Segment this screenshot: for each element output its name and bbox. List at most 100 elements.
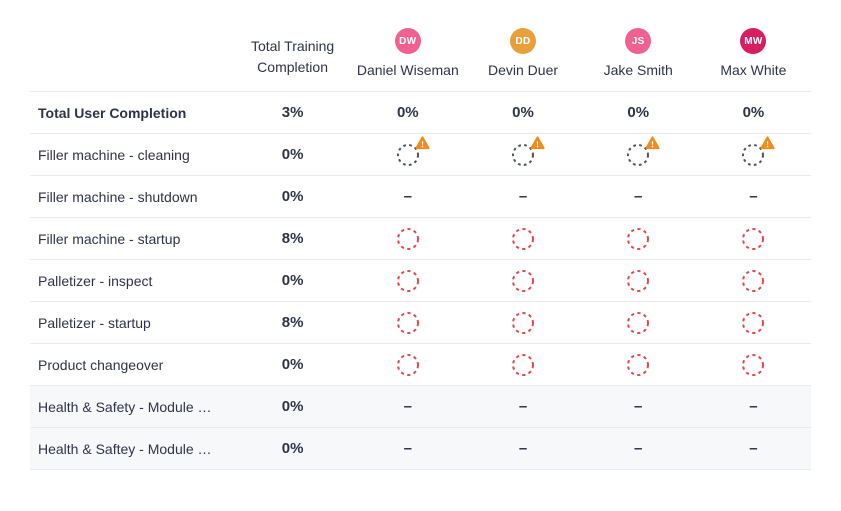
- status-cell: –: [465, 188, 580, 205]
- user-column-header[interactable]: JS Jake Smith: [581, 28, 696, 78]
- incomplete-status-icon[interactable]: [396, 353, 420, 377]
- total-completion-value: 0%: [281, 272, 304, 289]
- status-cell: –: [465, 398, 580, 415]
- total-training-completion-header: Total Training Completion: [235, 36, 350, 78]
- status-cell: [696, 269, 811, 293]
- not-assigned-dash: –: [749, 440, 758, 457]
- avatar: MW: [740, 28, 767, 54]
- not-assigned-dash: –: [518, 398, 528, 415]
- user-column-header[interactable]: DD Devin Duer: [465, 28, 580, 78]
- incomplete-status-icon[interactable]: [626, 353, 650, 377]
- status-cell: 0%: [581, 104, 696, 121]
- total-completion-value: 8%: [281, 230, 304, 247]
- incomplete-status-icon[interactable]: [626, 269, 650, 293]
- course-label: Health & Safety - Module …: [38, 398, 212, 415]
- user-column-header[interactable]: MW Max White: [696, 28, 811, 78]
- user-column-header[interactable]: DW Daniel Wiseman: [350, 28, 465, 78]
- status-cell: [350, 269, 465, 293]
- overdue-status-icon[interactable]: [741, 135, 776, 167]
- total-completion-value: 3%: [281, 104, 304, 121]
- user-name: Devin Duer: [487, 62, 559, 78]
- total-completion-value: 0%: [281, 146, 304, 163]
- incomplete-status-icon[interactable]: [396, 227, 420, 251]
- table-row: Palletizer - startup 8%: [30, 302, 811, 344]
- status-cell: [465, 227, 580, 251]
- overdue-status-icon[interactable]: [511, 135, 545, 167]
- not-assigned-dash: –: [403, 398, 412, 415]
- status-cell: [350, 353, 465, 377]
- completion-value: 0%: [627, 104, 650, 121]
- total-completion-value: 0%: [281, 188, 304, 205]
- user-name: Daniel Wiseman: [356, 62, 459, 78]
- warning-triangle-icon: [760, 135, 776, 150]
- incomplete-status-icon[interactable]: [396, 311, 420, 335]
- completion-value: 0%: [512, 104, 534, 121]
- total-completion-cell: 0%: [235, 440, 350, 457]
- not-assigned-dash: –: [634, 188, 643, 205]
- course-label: Filler machine - cleaning: [38, 146, 190, 163]
- not-assigned-dash: –: [403, 440, 412, 457]
- overdue-status-icon[interactable]: [626, 135, 660, 167]
- completion-value: 0%: [396, 104, 419, 121]
- course-label: Palletizer - startup: [38, 314, 151, 331]
- status-cell: –: [350, 398, 465, 415]
- incomplete-status-icon[interactable]: [741, 269, 765, 293]
- status-cell: –: [350, 440, 465, 457]
- user-name: Max White: [720, 62, 787, 78]
- avatar: JS: [625, 28, 652, 54]
- status-cell: [350, 135, 465, 167]
- total-completion-cell: 3%: [235, 104, 350, 121]
- total-completion-value: 0%: [281, 356, 304, 373]
- training-completion-matrix: Total Training Completion DW Daniel Wisema…: [30, 6, 811, 470]
- total-completion-cell: 0%: [235, 272, 350, 289]
- not-assigned-dash: –: [749, 188, 758, 205]
- status-cell: [581, 311, 696, 335]
- status-cell: –: [696, 188, 811, 205]
- table-row: Filler machine - cleaning 0%: [30, 134, 811, 176]
- table-row: Health & Safety - Module … 0% – – – –: [30, 386, 811, 428]
- course-label: Product changeover: [38, 356, 164, 373]
- total-training-completion-label: Total Training Completion: [250, 38, 335, 75]
- status-cell: –: [696, 398, 811, 415]
- not-assigned-dash: –: [403, 188, 412, 205]
- not-assigned-dash: –: [634, 440, 643, 457]
- table-header: Total Training Completion DW Daniel Wisema…: [30, 6, 811, 92]
- incomplete-status-icon[interactable]: [511, 353, 535, 377]
- course-label: Total User Completion: [38, 104, 187, 121]
- incomplete-status-icon[interactable]: [626, 227, 650, 251]
- incomplete-status-icon[interactable]: [511, 227, 535, 251]
- course-label: Filler machine - shutdown: [38, 188, 198, 205]
- not-assigned-dash: –: [634, 398, 643, 415]
- incomplete-status-icon[interactable]: [741, 311, 765, 335]
- warning-triangle-icon: [645, 135, 660, 150]
- overdue-status-icon[interactable]: [396, 135, 430, 167]
- not-assigned-dash: –: [518, 188, 528, 205]
- incomplete-status-icon[interactable]: [741, 353, 765, 377]
- total-completion-value: 8%: [281, 314, 304, 331]
- incomplete-status-icon[interactable]: [511, 269, 535, 293]
- total-completion-cell: 8%: [235, 230, 350, 247]
- total-completion-value: 0%: [281, 440, 304, 457]
- table-row: Health & Saftey - Module … 0% – – – –: [30, 428, 811, 470]
- course-label: Health & Saftey - Module …: [38, 440, 212, 457]
- incomplete-status-icon[interactable]: [626, 311, 650, 335]
- status-cell: [696, 135, 811, 167]
- status-cell: –: [696, 440, 811, 457]
- incomplete-status-icon[interactable]: [511, 311, 535, 335]
- status-cell: [581, 269, 696, 293]
- total-completion-cell: 0%: [235, 146, 350, 163]
- status-cell: –: [581, 440, 696, 457]
- status-cell: [696, 353, 811, 377]
- total-completion-cell: 0%: [235, 188, 350, 205]
- table-row: Filler machine - startup 8%: [30, 218, 811, 260]
- status-cell: [581, 353, 696, 377]
- incomplete-status-icon[interactable]: [741, 227, 765, 251]
- not-assigned-dash: –: [749, 398, 758, 415]
- status-cell: –: [581, 398, 696, 415]
- incomplete-status-icon[interactable]: [396, 269, 420, 293]
- status-cell: [581, 135, 696, 167]
- status-cell: –: [350, 188, 465, 205]
- status-cell: 0%: [696, 104, 811, 121]
- status-cell: –: [581, 188, 696, 205]
- status-cell: [696, 311, 811, 335]
